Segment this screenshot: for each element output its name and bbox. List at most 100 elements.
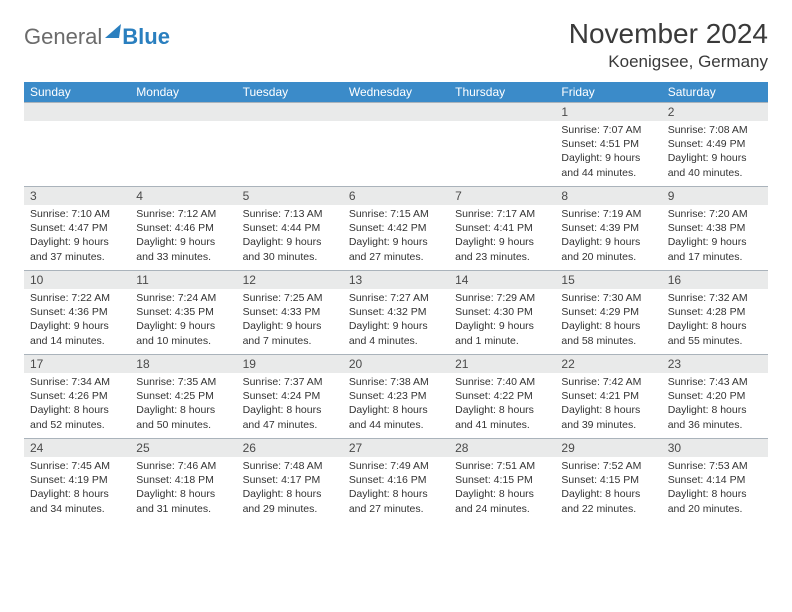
day-info: Sunrise: 7:52 AMSunset: 4:15 PMDaylight:… — [555, 457, 661, 520]
calendar-cell: 12Sunrise: 7:25 AMSunset: 4:33 PMDayligh… — [237, 271, 343, 355]
calendar-cell — [130, 103, 236, 187]
day-number: 14 — [449, 271, 555, 289]
day-info: Sunrise: 7:30 AMSunset: 4:29 PMDaylight:… — [555, 289, 661, 352]
day-header-row: SundayMondayTuesdayWednesdayThursdayFrid… — [24, 82, 768, 103]
daylight-line: Daylight: 8 hours and 39 minutes. — [561, 403, 655, 431]
sunset-line: Sunset: 4:32 PM — [349, 305, 443, 319]
month-title: November 2024 — [569, 18, 768, 50]
day-number: 4 — [130, 187, 236, 205]
day-header: Wednesday — [343, 82, 449, 103]
day-header: Saturday — [662, 82, 768, 103]
calendar-cell: 20Sunrise: 7:38 AMSunset: 4:23 PMDayligh… — [343, 355, 449, 439]
day-number: 18 — [130, 355, 236, 373]
daylight-line: Daylight: 9 hours and 44 minutes. — [561, 151, 655, 179]
day-number: 30 — [662, 439, 768, 457]
day-number — [130, 103, 236, 121]
day-number — [343, 103, 449, 121]
day-number: 15 — [555, 271, 661, 289]
sunset-line: Sunset: 4:29 PM — [561, 305, 655, 319]
sunrise-line: Sunrise: 7:22 AM — [30, 291, 124, 305]
page-header: General Blue November 2024 Koenigsee, Ge… — [24, 18, 768, 72]
daylight-line: Daylight: 9 hours and 30 minutes. — [243, 235, 337, 263]
day-info: Sunrise: 7:37 AMSunset: 4:24 PMDaylight:… — [237, 373, 343, 436]
calendar-cell: 29Sunrise: 7:52 AMSunset: 4:15 PMDayligh… — [555, 439, 661, 523]
day-info: Sunrise: 7:19 AMSunset: 4:39 PMDaylight:… — [555, 205, 661, 268]
day-header: Monday — [130, 82, 236, 103]
day-header: Sunday — [24, 82, 130, 103]
daylight-line: Daylight: 8 hours and 55 minutes. — [668, 319, 762, 347]
sunrise-line: Sunrise: 7:52 AM — [561, 459, 655, 473]
day-info: Sunrise: 7:34 AMSunset: 4:26 PMDaylight:… — [24, 373, 130, 436]
day-info: Sunrise: 7:20 AMSunset: 4:38 PMDaylight:… — [662, 205, 768, 268]
sunrise-line: Sunrise: 7:07 AM — [561, 123, 655, 137]
day-info: Sunrise: 7:43 AMSunset: 4:20 PMDaylight:… — [662, 373, 768, 436]
day-info: Sunrise: 7:25 AMSunset: 4:33 PMDaylight:… — [237, 289, 343, 352]
day-number: 27 — [343, 439, 449, 457]
calendar-cell: 24Sunrise: 7:45 AMSunset: 4:19 PMDayligh… — [24, 439, 130, 523]
daylight-line: Daylight: 8 hours and 36 minutes. — [668, 403, 762, 431]
daylight-line: Daylight: 9 hours and 23 minutes. — [455, 235, 549, 263]
day-number: 8 — [555, 187, 661, 205]
calendar-cell: 26Sunrise: 7:48 AMSunset: 4:17 PMDayligh… — [237, 439, 343, 523]
sunset-line: Sunset: 4:30 PM — [455, 305, 549, 319]
sunrise-line: Sunrise: 7:25 AM — [243, 291, 337, 305]
day-info: Sunrise: 7:53 AMSunset: 4:14 PMDaylight:… — [662, 457, 768, 520]
day-info: Sunrise: 7:48 AMSunset: 4:17 PMDaylight:… — [237, 457, 343, 520]
calendar-cell — [343, 103, 449, 187]
day-info: Sunrise: 7:13 AMSunset: 4:44 PMDaylight:… — [237, 205, 343, 268]
day-header: Thursday — [449, 82, 555, 103]
day-info: Sunrise: 7:42 AMSunset: 4:21 PMDaylight:… — [555, 373, 661, 436]
daylight-line: Daylight: 8 hours and 41 minutes. — [455, 403, 549, 431]
day-number — [237, 103, 343, 121]
calendar-cell: 14Sunrise: 7:29 AMSunset: 4:30 PMDayligh… — [449, 271, 555, 355]
day-info: Sunrise: 7:10 AMSunset: 4:47 PMDaylight:… — [24, 205, 130, 268]
daylight-line: Daylight: 9 hours and 4 minutes. — [349, 319, 443, 347]
sunset-line: Sunset: 4:36 PM — [30, 305, 124, 319]
calendar-cell: 25Sunrise: 7:46 AMSunset: 4:18 PMDayligh… — [130, 439, 236, 523]
sunset-line: Sunset: 4:18 PM — [136, 473, 230, 487]
day-info: Sunrise: 7:38 AMSunset: 4:23 PMDaylight:… — [343, 373, 449, 436]
calendar-cell: 22Sunrise: 7:42 AMSunset: 4:21 PMDayligh… — [555, 355, 661, 439]
calendar-cell: 3Sunrise: 7:10 AMSunset: 4:47 PMDaylight… — [24, 187, 130, 271]
daylight-line: Daylight: 8 hours and 34 minutes. — [30, 487, 124, 515]
day-number: 25 — [130, 439, 236, 457]
sunset-line: Sunset: 4:24 PM — [243, 389, 337, 403]
sunset-line: Sunset: 4:15 PM — [455, 473, 549, 487]
daylight-line: Daylight: 8 hours and 58 minutes. — [561, 319, 655, 347]
day-info: Sunrise: 7:46 AMSunset: 4:18 PMDaylight:… — [130, 457, 236, 520]
calendar-cell: 21Sunrise: 7:40 AMSunset: 4:22 PMDayligh… — [449, 355, 555, 439]
sunrise-line: Sunrise: 7:15 AM — [349, 207, 443, 221]
daylight-line: Daylight: 8 hours and 47 minutes. — [243, 403, 337, 431]
location-label: Koenigsee, Germany — [569, 52, 768, 72]
day-info: Sunrise: 7:12 AMSunset: 4:46 PMDaylight:… — [130, 205, 236, 268]
calendar-cell: 27Sunrise: 7:49 AMSunset: 4:16 PMDayligh… — [343, 439, 449, 523]
daylight-line: Daylight: 8 hours and 29 minutes. — [243, 487, 337, 515]
sunset-line: Sunset: 4:33 PM — [243, 305, 337, 319]
sunrise-line: Sunrise: 7:37 AM — [243, 375, 337, 389]
day-number: 29 — [555, 439, 661, 457]
sunrise-line: Sunrise: 7:10 AM — [30, 207, 124, 221]
day-number — [24, 103, 130, 121]
calendar-cell: 9Sunrise: 7:20 AMSunset: 4:38 PMDaylight… — [662, 187, 768, 271]
sunset-line: Sunset: 4:17 PM — [243, 473, 337, 487]
daylight-line: Daylight: 8 hours and 22 minutes. — [561, 487, 655, 515]
daylight-line: Daylight: 9 hours and 1 minute. — [455, 319, 549, 347]
sunset-line: Sunset: 4:49 PM — [668, 137, 762, 151]
sunrise-line: Sunrise: 7:42 AM — [561, 375, 655, 389]
day-header: Friday — [555, 82, 661, 103]
calendar-cell — [449, 103, 555, 187]
calendar-week: 3Sunrise: 7:10 AMSunset: 4:47 PMDaylight… — [24, 187, 768, 271]
daylight-line: Daylight: 8 hours and 31 minutes. — [136, 487, 230, 515]
day-info: Sunrise: 7:32 AMSunset: 4:28 PMDaylight:… — [662, 289, 768, 352]
sunrise-line: Sunrise: 7:35 AM — [136, 375, 230, 389]
calendar-cell — [237, 103, 343, 187]
calendar-cell: 28Sunrise: 7:51 AMSunset: 4:15 PMDayligh… — [449, 439, 555, 523]
sunset-line: Sunset: 4:38 PM — [668, 221, 762, 235]
day-number: 6 — [343, 187, 449, 205]
day-number: 2 — [662, 103, 768, 121]
day-info: Sunrise: 7:29 AMSunset: 4:30 PMDaylight:… — [449, 289, 555, 352]
calendar-cell: 13Sunrise: 7:27 AMSunset: 4:32 PMDayligh… — [343, 271, 449, 355]
sunset-line: Sunset: 4:22 PM — [455, 389, 549, 403]
daylight-line: Daylight: 9 hours and 20 minutes. — [561, 235, 655, 263]
sunset-line: Sunset: 4:47 PM — [30, 221, 124, 235]
